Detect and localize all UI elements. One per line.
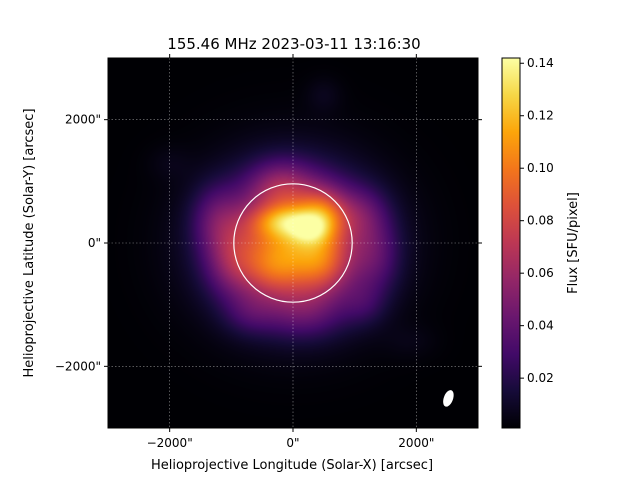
colorbar-tick-label: 0.02 <box>527 371 554 385</box>
x-tick-label: −2000" <box>147 436 193 450</box>
colorbar-tick-label: 0.04 <box>527 319 554 333</box>
heatmap-image <box>108 58 478 428</box>
y-axis-ticks: 2000" 0" −2000" <box>55 113 482 373</box>
colorbar-tick-label: 0.06 <box>527 266 554 280</box>
x-tick-label: 0" <box>286 436 299 450</box>
colorbar-ticks: 0.02 0.04 0.06 0.08 0.10 0.12 0.14 <box>520 56 554 385</box>
plot-area: −2000" 0" 2000" 2000" 0" −2000" <box>55 54 482 450</box>
heatmap-image-wrapper <box>108 58 478 428</box>
grid-lines <box>108 58 478 428</box>
chart-title: 155.46 MHz 2023-03-11 13:16:30 <box>167 35 420 53</box>
colorbar-tick-label: 0.08 <box>527 214 554 228</box>
colorbar-tick-label: 0.10 <box>527 161 554 175</box>
colorbar-label: Flux [SFU/pixel] <box>566 192 581 294</box>
x-tick-label: 2000" <box>398 436 434 450</box>
y-tick-label: 2000" <box>65 113 101 127</box>
colorbar-frame <box>501 57 521 429</box>
y-tick-label: 0" <box>88 236 101 250</box>
x-axis-label: Helioprojective Longitude (Solar-X) [arc… <box>151 458 433 473</box>
colorbar: 0.02 0.04 0.06 0.08 0.10 0.12 0.14 Flux [SFU/p… <box>501 56 581 429</box>
y-axis-label: Helioprojective Latitude (Solar-Y) [arcs… <box>22 108 37 377</box>
colorbar-tick-label: 0.14 <box>527 56 554 70</box>
x-axis-ticks: −2000" 0" 2000" <box>147 54 434 450</box>
y-tick-label: −2000" <box>55 359 101 373</box>
colorbar-fill <box>502 58 520 428</box>
solar-limb-circle <box>233 183 353 303</box>
beam-ellipse <box>443 390 454 407</box>
colorbar-tick-label: 0.12 <box>527 109 554 123</box>
